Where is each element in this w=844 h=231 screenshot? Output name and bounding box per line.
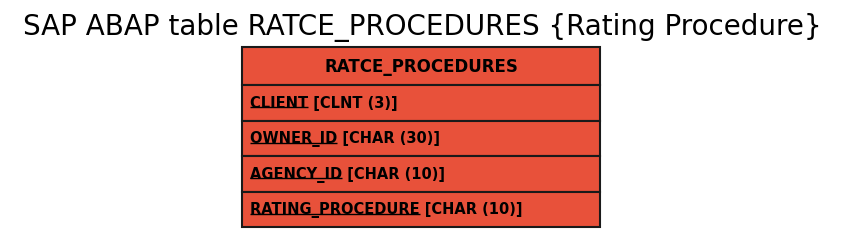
Bar xyxy=(241,156,599,192)
Text: AGENCY_ID [CHAR (10)]: AGENCY_ID [CHAR (10)] xyxy=(250,166,445,182)
Text: CLIENT [CLNT (3)]: CLIENT [CLNT (3)] xyxy=(250,96,398,111)
Bar xyxy=(241,48,599,86)
Bar xyxy=(241,86,599,121)
Text: OWNER_ID: OWNER_ID xyxy=(250,131,337,147)
Bar xyxy=(241,121,599,156)
Bar xyxy=(241,192,599,227)
Text: RATCE_PROCEDURES: RATCE_PROCEDURES xyxy=(324,58,517,76)
Text: AGENCY_ID: AGENCY_ID xyxy=(250,166,342,182)
Text: RATING_PROCEDURE [CHAR (10)]: RATING_PROCEDURE [CHAR (10)] xyxy=(250,201,522,217)
Text: CLIENT: CLIENT xyxy=(250,96,308,111)
Text: OWNER_ID [CHAR (30)]: OWNER_ID [CHAR (30)] xyxy=(250,131,440,147)
Text: SAP ABAP table RATCE_PROCEDURES {Rating Procedure}: SAP ABAP table RATCE_PROCEDURES {Rating … xyxy=(23,13,821,42)
Text: RATING_PROCEDURE: RATING_PROCEDURE xyxy=(250,201,419,217)
